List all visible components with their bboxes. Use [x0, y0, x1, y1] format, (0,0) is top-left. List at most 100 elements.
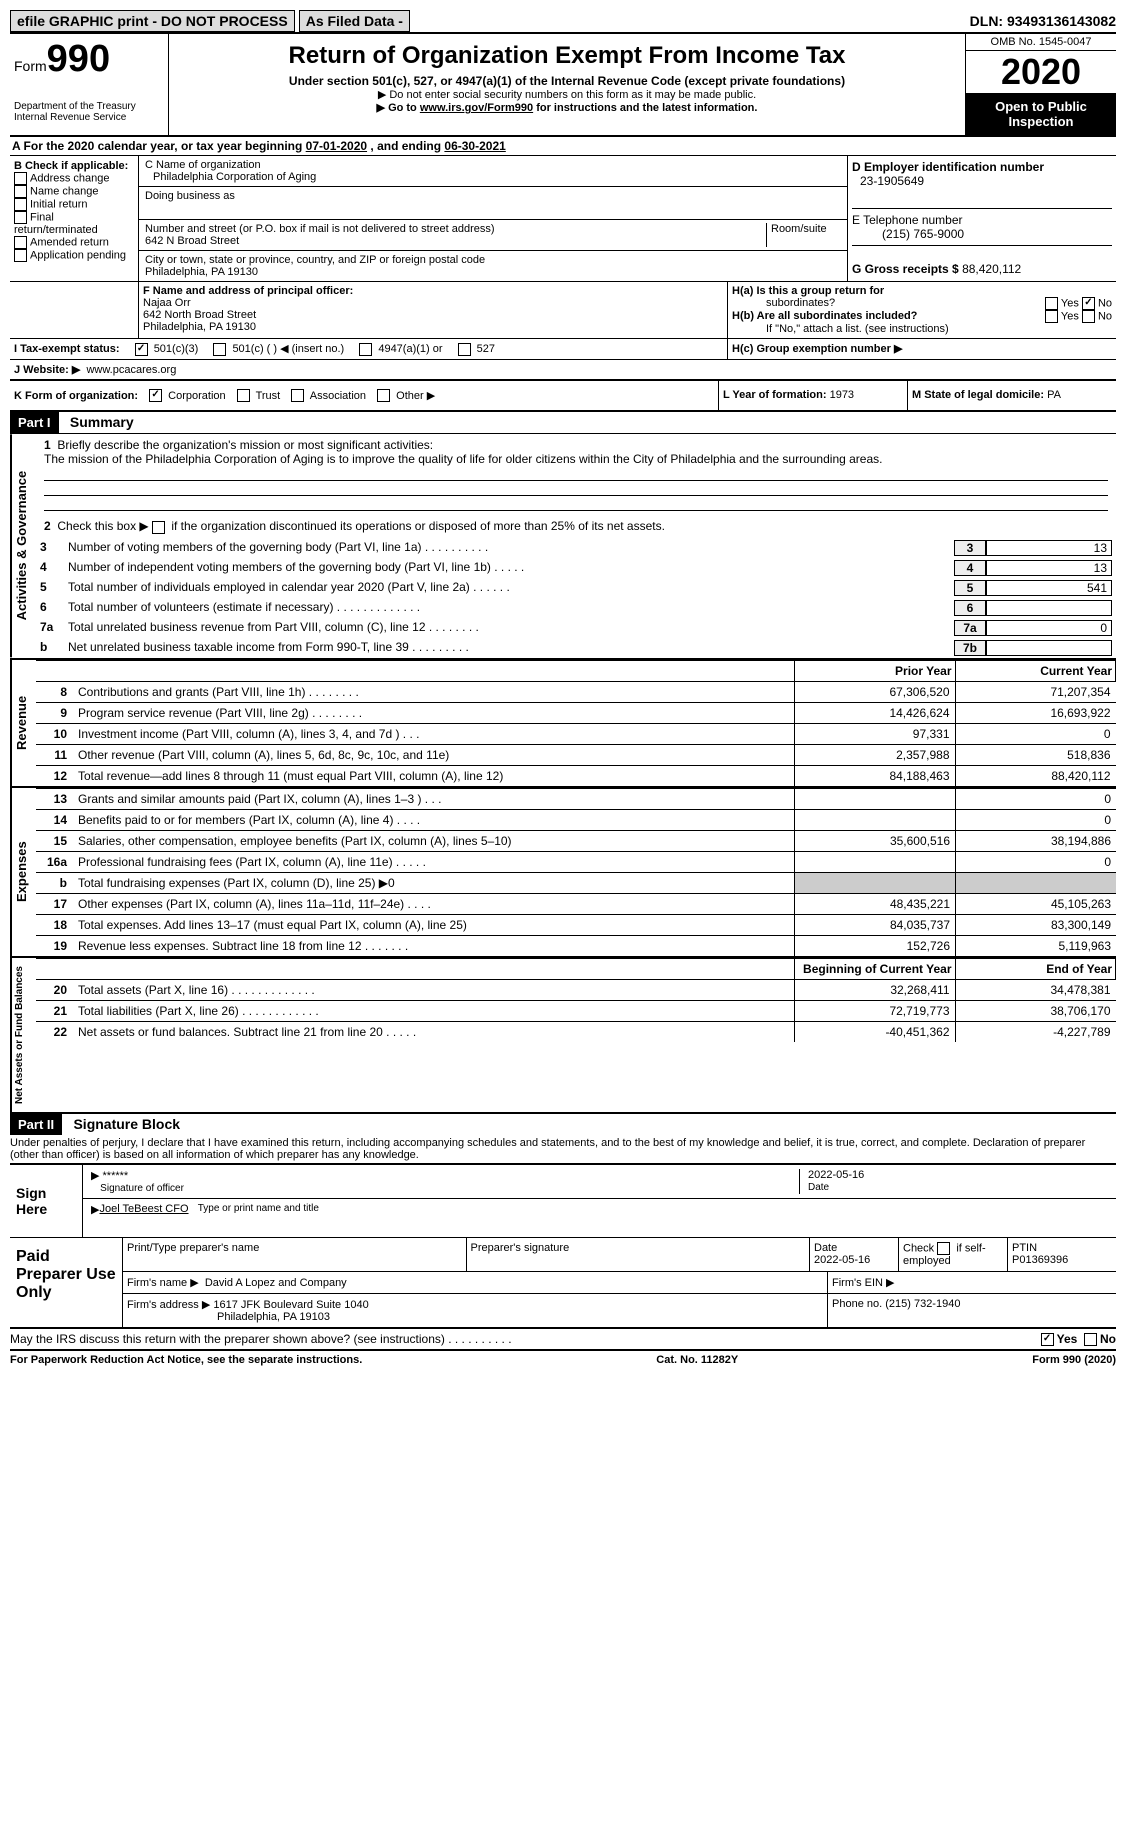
fin-row-11: 11Other revenue (Part VIII, column (A), …	[36, 744, 1116, 765]
fin-row-17: 17Other expenses (Part IX, column (A), l…	[36, 893, 1116, 914]
revenue-table: Prior YearCurrent Year 8Contributions an…	[36, 660, 1116, 786]
fin-row-b: bTotal fundraising expenses (Part IX, co…	[36, 872, 1116, 893]
summary-revenue: Revenue Prior YearCurrent Year 8Contribu…	[10, 660, 1116, 788]
website-value: www.pcacares.org	[86, 364, 176, 376]
officer-name-line: ▶ Joel TeBeest CFO Type or print name an…	[83, 1199, 1116, 1231]
signature-line: ▶ ****** Signature of officer 2022-05-16…	[83, 1165, 1116, 1199]
fin-row-20: 20Total assets (Part X, line 16) . . . .…	[36, 979, 1116, 1000]
row-f-h: F Name and address of principal officer:…	[10, 282, 1116, 339]
check-discuss-no[interactable]	[1084, 1333, 1097, 1346]
check-association[interactable]	[291, 389, 304, 402]
row-klm: K Form of organization: Corporation Trus…	[10, 381, 1116, 413]
h-group-return: H(a) Is this a group return for subordin…	[728, 282, 1116, 338]
year-formation: 1973	[830, 389, 854, 401]
summary-line-7b: bNet unrelated business taxable income f…	[36, 638, 1116, 658]
summary-activities: Activities & Governance 1 Briefly descri…	[10, 434, 1116, 659]
phone-label: E Telephone number	[852, 213, 963, 227]
row-j-website: J Website: ▶ www.pcacares.org	[10, 360, 1116, 381]
summary-line-7a: 7aTotal unrelated business revenue from …	[36, 618, 1116, 638]
fin-row-16a: 16aProfessional fundraising fees (Part I…	[36, 851, 1116, 872]
form-number: Form990	[14, 38, 164, 81]
section-net-assets: Net Assets or Fund Balances	[10, 958, 36, 1112]
dba-label: Doing business as	[145, 190, 235, 202]
page-footer: For Paperwork Reduction Act Notice, see …	[10, 1351, 1116, 1369]
net-assets-table: Beginning of Current YearEnd of Year 20T…	[36, 958, 1116, 1042]
col-b-checkboxes: B Check if applicable: Address change Na…	[10, 156, 139, 281]
city-state-zip: Philadelphia, PA 19130	[145, 266, 258, 278]
goto-note: ▶ Go to www.irs.gov/Form990 for instruct…	[173, 101, 961, 114]
irs-link[interactable]: www.irs.gov/Form990	[420, 102, 533, 114]
fin-row-10: 10Investment income (Part VIII, column (…	[36, 723, 1116, 744]
tax-year: 2020	[966, 51, 1116, 93]
expenses-table: 13Grants and similar amounts paid (Part …	[36, 788, 1116, 956]
phone-value: (215) 765-9000	[852, 227, 964, 241]
check-name-change[interactable]	[14, 185, 27, 198]
gross-receipts-value: 88,420,112	[962, 262, 1021, 276]
ssn-note: ▶ Do not enter social security numbers o…	[173, 88, 961, 101]
fin-row-18: 18Total expenses. Add lines 13–17 (must …	[36, 914, 1116, 935]
summary-line-6: 6Total number of volunteers (estimate if…	[36, 598, 1116, 618]
fin-row-21: 21Total liabilities (Part X, line 26) . …	[36, 1000, 1116, 1021]
check-final-return[interactable]	[14, 211, 27, 224]
section-activities-gov: Activities & Governance	[10, 434, 36, 657]
omb-number: OMB No. 1545-0047	[966, 34, 1116, 51]
addr-label: Number and street (or P.O. box if mail i…	[145, 223, 495, 235]
row-i-hc: I Tax-exempt status: 501(c)(3) 501(c) ( …	[10, 339, 1116, 360]
check-501c3[interactable]	[135, 343, 148, 356]
summary-line-3: 3Number of voting members of the governi…	[36, 538, 1116, 558]
fin-row-14: 14Benefits paid to or for members (Part …	[36, 809, 1116, 830]
check-corporation[interactable]	[149, 389, 162, 402]
as-filed: As Filed Data -	[299, 10, 410, 32]
paid-preparer-block: Paid Preparer Use Only Print/Type prepar…	[10, 1238, 1116, 1329]
open-inspection: Open to PublicInspection	[966, 93, 1116, 135]
ein-label: D Employer identification number	[852, 160, 1044, 174]
check-other[interactable]	[377, 389, 390, 402]
summary-net-assets: Net Assets or Fund Balances Beginning of…	[10, 958, 1116, 1114]
check-527[interactable]	[458, 343, 471, 356]
city-label: City or town, state or province, country…	[145, 254, 485, 266]
check-initial-return[interactable]	[14, 198, 27, 211]
org-name: Philadelphia Corporation of Aging	[145, 171, 316, 183]
form-title: Return of Organization Exempt From Incom…	[173, 42, 961, 70]
summary-line-4: 4Number of independent voting members of…	[36, 558, 1116, 578]
form-of-org: K Form of organization: Corporation Trus…	[10, 381, 719, 411]
part-i-header: Part I Summary	[10, 412, 1116, 434]
col-d-e-g: D Employer identification number23-19056…	[848, 156, 1116, 281]
perjury-statement: Under penalties of perjury, I declare th…	[10, 1135, 1116, 1163]
check-discontinued[interactable]	[152, 521, 165, 534]
fin-row-12: 12Total revenue—add lines 8 through 11 (…	[36, 765, 1116, 786]
section-bcd: B Check if applicable: Address change Na…	[10, 156, 1116, 282]
gross-receipts-label: G Gross receipts $	[852, 262, 959, 276]
fin-row-9: 9Program service revenue (Part VIII, lin…	[36, 702, 1116, 723]
sign-here-block: Sign Here ▶ ****** Signature of officer …	[10, 1163, 1116, 1238]
check-501c[interactable]	[213, 343, 226, 356]
form-990-page: efile GRAPHIC print - DO NOT PROCESS As …	[10, 10, 1116, 1369]
mission-text: The mission of the Philadelphia Corporat…	[44, 452, 882, 466]
check-amended-return[interactable]	[14, 236, 27, 249]
ein-value: 23-1905649	[852, 174, 924, 188]
check-discuss-yes[interactable]	[1041, 1333, 1054, 1346]
fin-row-19: 19Revenue less expenses. Subtract line 1…	[36, 935, 1116, 956]
summary-line-5: 5Total number of individuals employed in…	[36, 578, 1116, 598]
form-subtitle: Under section 501(c), 527, or 4947(a)(1)…	[173, 74, 961, 88]
check-4947[interactable]	[359, 343, 372, 356]
part-ii-header: Part II Signature Block	[10, 1114, 1116, 1135]
check-address-change[interactable]	[14, 172, 27, 185]
fin-row-13: 13Grants and similar amounts paid (Part …	[36, 788, 1116, 809]
check-application-pending[interactable]	[14, 249, 27, 262]
check-hb-no[interactable]	[1082, 310, 1095, 323]
form-header: Form990 Department of the TreasuryIntern…	[10, 34, 1116, 137]
check-self-employed[interactable]	[937, 1242, 950, 1255]
hc-label: H(c) Group exemption number ▶	[732, 343, 902, 355]
section-revenue: Revenue	[10, 660, 36, 786]
check-ha-yes[interactable]	[1045, 297, 1058, 310]
check-ha-no[interactable]	[1082, 297, 1095, 310]
check-trust[interactable]	[237, 389, 250, 402]
org-name-label: C Name of organization	[145, 159, 261, 171]
section-expenses: Expenses	[10, 788, 36, 956]
efile-notice: efile GRAPHIC print - DO NOT PROCESS	[10, 10, 295, 32]
state-domicile: PA	[1047, 389, 1061, 401]
check-hb-yes[interactable]	[1045, 310, 1058, 323]
firm-name: David A Lopez and Company	[205, 1277, 347, 1289]
fin-row-15: 15Salaries, other compensation, employee…	[36, 830, 1116, 851]
